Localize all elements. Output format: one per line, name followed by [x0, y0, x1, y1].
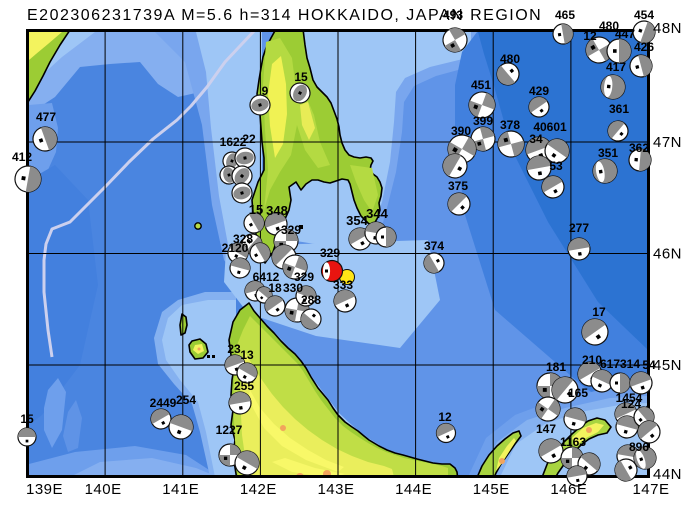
svg-text:255: 255 [234, 379, 254, 393]
svg-text:412: 412 [12, 150, 32, 164]
svg-text:896: 896 [629, 440, 649, 454]
svg-text:142E: 142E [240, 481, 277, 498]
svg-text:E202306231739A M=5.6 h=314 HOK: E202306231739A M=5.6 h=314 HOKKAIDO, JAP… [27, 7, 542, 24]
svg-text:181: 181 [546, 360, 566, 374]
svg-text:426: 426 [634, 40, 654, 54]
svg-text:6412: 6412 [253, 270, 280, 284]
svg-text:361: 361 [609, 102, 629, 116]
svg-text:1227: 1227 [216, 423, 243, 437]
svg-text:329: 329 [320, 246, 340, 260]
svg-text:13: 13 [240, 348, 254, 362]
svg-text:480: 480 [599, 19, 619, 33]
svg-text:362: 362 [629, 141, 649, 155]
svg-text:1622: 1622 [220, 135, 247, 149]
svg-text:146E: 146E [550, 481, 587, 498]
svg-text:165: 165 [568, 386, 588, 400]
svg-text:141E: 141E [162, 481, 199, 498]
svg-text:480: 480 [500, 52, 520, 66]
svg-text:23: 23 [227, 342, 241, 356]
svg-text:399: 399 [473, 114, 493, 128]
svg-text:333: 333 [333, 278, 353, 292]
svg-text:22: 22 [242, 132, 256, 146]
svg-text:617314: 617314 [600, 357, 640, 371]
svg-text:40601: 40601 [533, 120, 567, 134]
svg-text:18: 18 [268, 281, 282, 295]
svg-text:15: 15 [20, 412, 34, 426]
svg-text:12: 12 [583, 29, 597, 43]
svg-text:351: 351 [598, 146, 618, 160]
svg-text:288: 288 [301, 293, 321, 307]
svg-text:375: 375 [448, 179, 468, 193]
svg-text:344: 344 [366, 206, 388, 221]
svg-text:140E: 140E [85, 481, 122, 498]
svg-text:329: 329 [294, 270, 314, 284]
svg-text:15: 15 [249, 202, 263, 217]
svg-text:374: 374 [424, 239, 444, 253]
svg-text:144E: 144E [395, 481, 432, 498]
svg-text:1454: 1454 [616, 391, 643, 405]
svg-text:454: 454 [634, 8, 654, 22]
svg-text:330: 330 [283, 281, 303, 295]
svg-text:254: 254 [176, 393, 196, 407]
svg-text:15: 15 [294, 70, 308, 84]
svg-text:145E: 145E [473, 481, 510, 498]
svg-text:477: 477 [36, 110, 56, 124]
svg-text:139E: 139E [26, 481, 63, 498]
svg-text:1163: 1163 [560, 435, 586, 449]
svg-text:348: 348 [266, 203, 288, 218]
svg-text:417: 417 [606, 60, 626, 74]
svg-text:2120: 2120 [222, 241, 249, 255]
svg-text:45N: 45N [653, 357, 682, 374]
svg-text:2449: 2449 [150, 396, 177, 410]
svg-text:447: 447 [615, 27, 635, 41]
svg-text:493: 493 [443, 8, 463, 22]
svg-text:9: 9 [262, 84, 269, 98]
svg-text:390: 390 [451, 124, 471, 138]
svg-text:451: 451 [471, 78, 491, 92]
svg-text:46N: 46N [653, 246, 682, 263]
svg-text:48N: 48N [653, 20, 682, 37]
svg-text:465: 465 [555, 8, 575, 22]
svg-text:147E: 147E [632, 481, 669, 498]
svg-text:53: 53 [549, 159, 563, 173]
svg-text:54: 54 [642, 358, 656, 372]
svg-text:12: 12 [438, 410, 452, 424]
svg-text:328: 328 [233, 232, 253, 246]
svg-text:147: 147 [536, 422, 556, 436]
svg-text:34: 34 [529, 132, 543, 146]
svg-text:17: 17 [592, 305, 606, 319]
svg-text:210: 210 [582, 353, 602, 367]
svg-text:143E: 143E [317, 481, 354, 498]
svg-text:329: 329 [281, 223, 301, 237]
svg-text:354: 354 [346, 213, 368, 228]
svg-text:429: 429 [529, 84, 549, 98]
svg-text:44N: 44N [653, 466, 682, 483]
svg-text:277: 277 [569, 221, 589, 235]
svg-text:124: 124 [621, 397, 641, 411]
svg-text:47N: 47N [653, 134, 682, 151]
svg-text:378: 378 [500, 118, 520, 132]
